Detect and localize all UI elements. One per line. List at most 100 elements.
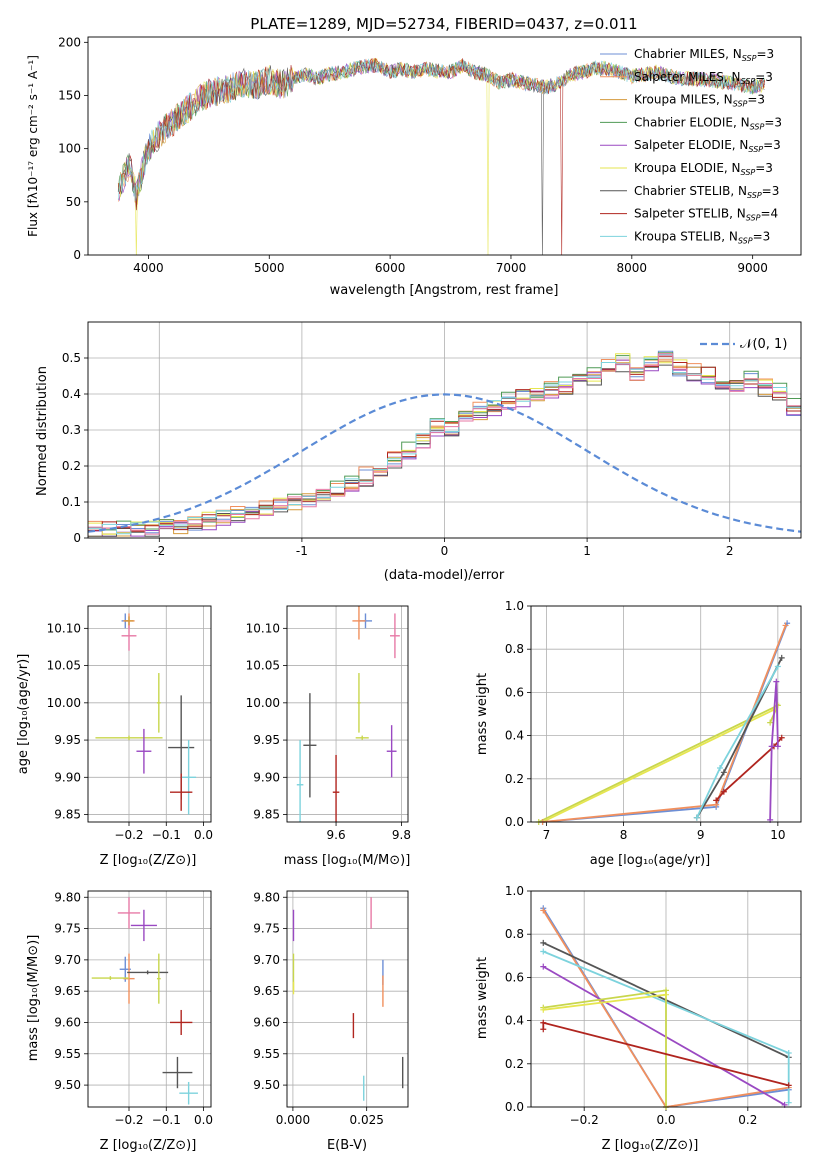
legend-entry: Salpeter STELIB, NSSP=4 [634, 207, 778, 223]
age-z-xlabel: Z [log₁₀(Z/Z⊙)] [100, 853, 197, 868]
series-line [543, 993, 667, 1011]
x-tick-label: −0.2 [570, 1113, 599, 1127]
y-tick-label: 0.4 [62, 387, 81, 401]
x-tick-label: 0.0 [194, 1113, 213, 1127]
y-tick-label: 10.10 [47, 621, 81, 635]
series-marker [785, 1082, 792, 1089]
x-tick-label: 0.0 [194, 828, 213, 842]
series-marker [767, 719, 774, 726]
mw-age-panel: 7 8 9 10 0.0 0.2 0.4 0.6 0.8 1.0 age [log₁₀(age/y… [475, 599, 802, 868]
mass-z-ylabel: mass [log₁₀(M/M⊙)] [26, 935, 41, 1062]
y-tick-label: 10.00 [47, 696, 81, 710]
age-mass-xlabel: mass [log₁₀(M/M⊙)] [284, 853, 411, 868]
x-tick-label: 9000 [737, 261, 768, 275]
series-marker [720, 769, 727, 776]
age-z-ylabel: age [log₁₀(age/yr)] [16, 654, 31, 775]
y-tick-label: 9.55 [253, 1047, 280, 1061]
x-tick-label: −0.1 [152, 1113, 181, 1127]
y-tick-label: 0.4 [505, 1014, 524, 1028]
normal-curve-line [87, 393, 802, 533]
spectrum-series-line [117, 58, 765, 202]
histogram-series [88, 353, 801, 538]
axes-frame [286, 890, 409, 1108]
y-tick-label: 9.70 [54, 953, 81, 967]
series-line [538, 703, 780, 823]
x-tick-label: -1 [296, 544, 308, 558]
series-marker [778, 654, 785, 661]
mw-age-xlabel: age [log₁₀(age/yr)] [590, 853, 711, 868]
spectrum-xlabel: wavelength [Angstrom, rest frame] [330, 283, 559, 298]
x-tick-label: 10 [770, 828, 785, 842]
series-marker [782, 622, 789, 629]
x-tick-label: 0.000 [276, 1113, 310, 1127]
y-tick-label: 0.2 [62, 459, 81, 473]
legend-entry: Kroupa MILES, NSSP=3 [634, 93, 765, 109]
legend-entry: Kroupa STELIB, NSSP=3 [634, 229, 770, 245]
y-tick-label: 9.85 [54, 808, 81, 822]
series-marker [774, 663, 781, 670]
residual-xlabel: (data-model)/error [384, 568, 505, 583]
y-tick-label: 9.60 [253, 1015, 280, 1029]
y-tick-label: 0 [73, 531, 81, 545]
series-line [769, 681, 779, 820]
y-tick-label: 0 [73, 248, 81, 262]
mass-z-xlabel: Z [log₁₀(Z/Z⊙)] [100, 1138, 197, 1153]
mw-z-xlabel: Z [log₁₀(Z/Z⊙)] [602, 1138, 699, 1153]
y-tick-label: 9.75 [253, 922, 280, 936]
series-line [542, 965, 786, 1106]
y-tick-label: 9.95 [54, 733, 81, 747]
x-tick-label: 1 [583, 544, 591, 558]
spectrum-panel: PLATE=1289, MJD=52734, FIBERID=0437, z=0… [26, 15, 802, 298]
spectrum-ylabel: Flux [fλ10⁻¹⁷ erg cm⁻² s⁻¹ A⁻¹] [26, 55, 40, 237]
y-tick-label: 0.4 [505, 729, 524, 743]
axes-frame [530, 605, 802, 823]
series-marker [540, 907, 547, 914]
legend-entry: Chabrier ELODIE, NSSP=3 [634, 115, 782, 131]
x-tick-label: 5000 [254, 261, 285, 275]
series-line [542, 622, 788, 823]
legend-entry: Chabrier STELIB, NSSP=3 [634, 184, 779, 200]
series-marker [778, 734, 785, 741]
y-tick-label: 9.95 [253, 733, 280, 747]
series-marker [540, 963, 547, 970]
series-marker [540, 1006, 547, 1013]
x-tick-label: 7 [543, 828, 551, 842]
y-tick-label: 0.0 [505, 815, 524, 829]
legend-entry: Salpeter MILES, NSSP=3 [634, 70, 773, 86]
y-tick-label: 10.00 [246, 696, 280, 710]
y-tick-label: 0.0 [505, 1100, 524, 1114]
x-tick-label: 0.2 [738, 1113, 757, 1127]
y-tick-label: 9.75 [54, 922, 81, 936]
histogram-series [88, 354, 801, 538]
y-tick-label: 9.60 [54, 1015, 81, 1029]
x-tick-label: 6000 [375, 261, 406, 275]
x-tick-label: 8 [620, 828, 628, 842]
series-marker [720, 788, 727, 795]
y-tick-label: 100 [58, 142, 81, 156]
y-tick-label: 0.6 [505, 685, 524, 699]
series-marker [693, 814, 700, 821]
y-tick-label: 0.6 [505, 970, 524, 984]
series-marker [773, 678, 780, 685]
y-tick-label: 0.8 [505, 927, 524, 941]
y-tick-label: 9.85 [253, 808, 280, 822]
legend-entry: Salpeter ELODIE, NSSP=3 [634, 138, 781, 154]
y-tick-label: 0.3 [62, 423, 81, 437]
axes-frame [87, 321, 802, 539]
x-tick-label: 8000 [617, 261, 648, 275]
x-tick-label: 4000 [133, 261, 164, 275]
series-marker [540, 939, 547, 946]
residual-panel: -2 -1 0 1 2 0 0.1 0.2 0.3 0.4 0.5 𝒩(0, 1) (data-mod… [35, 321, 802, 583]
series-marker [774, 702, 781, 709]
age-z-panel: −0.2 −0.1 0.0 9.85 9.90 9.95 10.00 10.05 10.10 Z… [16, 605, 213, 868]
y-tick-label: 10.05 [47, 659, 81, 673]
y-tick-label: 9.70 [253, 953, 280, 967]
x-tick-label: 9 [697, 828, 705, 842]
x-tick-label: 7000 [496, 261, 527, 275]
x-tick-label: 0.0 [656, 1113, 675, 1127]
legend-entry: 𝒩(0, 1) [740, 337, 787, 352]
x-tick-label: 9.6 [327, 828, 346, 842]
mass-ebv-xlabel: E(B-V) [327, 1138, 367, 1153]
x-tick-label: 0.025 [350, 1113, 384, 1127]
